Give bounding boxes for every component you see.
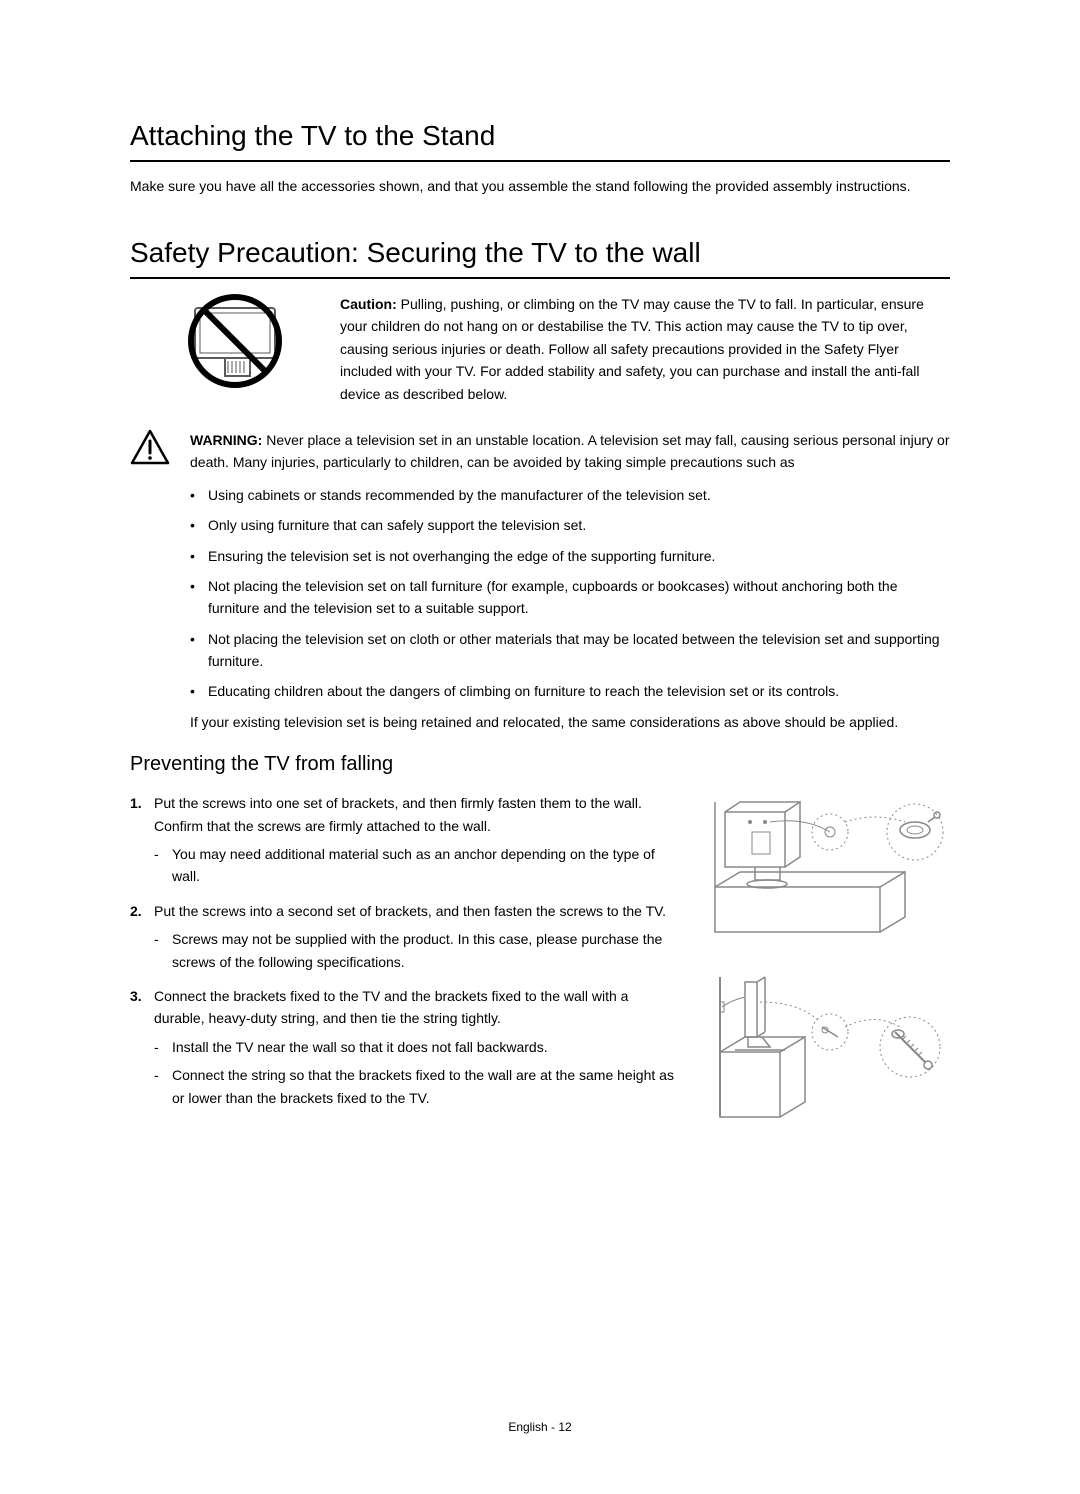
- tv-anchor-diagram-side: [710, 972, 950, 1122]
- caution-label: Caution:: [340, 296, 397, 312]
- steps-col: 1. Put the screws into one set of bracke…: [130, 792, 680, 1152]
- dash: -: [154, 843, 172, 888]
- step-num: 3.: [130, 985, 154, 1109]
- substep: - Install the TV near the wall so that i…: [154, 1036, 680, 1058]
- tv-anchor-diagram-top: [710, 792, 950, 942]
- warning-label: WARNING:: [190, 432, 262, 448]
- step-1: 1. Put the screws into one set of bracke…: [130, 792, 680, 888]
- safety-bullet-list: Using cabinets or stands recommended by …: [190, 484, 950, 703]
- step-text: Put the screws into one set of brackets,…: [154, 795, 642, 833]
- substep-text: Screws may not be supplied with the prod…: [172, 928, 680, 973]
- list-item: Not placing the television set on cloth …: [190, 628, 950, 673]
- list-item: Using cabinets or stands recommended by …: [190, 484, 950, 506]
- dash: -: [154, 1036, 172, 1058]
- list-item: Ensuring the television set is not overh…: [190, 545, 950, 567]
- after-bullets-text: If your existing television set is being…: [190, 711, 950, 733]
- page-footer: English - 12: [508, 1420, 571, 1434]
- no-push-tv-icon: [170, 293, 310, 398]
- section-title-safety: Safety Precaution: Securing the TV to th…: [130, 237, 950, 279]
- intro-text: Make sure you have all the accessories s…: [130, 176, 950, 197]
- substep: - Connect the string so that the bracket…: [154, 1064, 680, 1109]
- substep-text: You may need additional material such as…: [172, 843, 680, 888]
- section-title-attaching: Attaching the TV to the Stand: [130, 120, 950, 162]
- substep: - You may need additional material such …: [154, 843, 680, 888]
- step-text: Put the screws into a second set of brac…: [154, 903, 666, 919]
- list-item: Educating children about the dangers of …: [190, 680, 950, 702]
- warning-body: Never place a television set in an unsta…: [190, 432, 949, 470]
- list-item: Not placing the television set on tall f…: [190, 575, 950, 620]
- dash: -: [154, 1064, 172, 1109]
- step-3: 3. Connect the brackets fixed to the TV …: [130, 985, 680, 1109]
- list-item: Only using furniture that can safely sup…: [190, 514, 950, 536]
- diagrams-col: [710, 792, 950, 1152]
- warning-text: WARNING: Never place a television set in…: [190, 429, 950, 474]
- caution-row: Caution: Pulling, pushing, or climbing o…: [130, 293, 950, 405]
- step-text: Connect the brackets fixed to the TV and…: [154, 988, 628, 1026]
- caution-body: Pulling, pushing, or climbing on the TV …: [340, 296, 924, 402]
- caution-text: Caution: Pulling, pushing, or climbing o…: [340, 293, 950, 405]
- substep-text: Connect the string so that the brackets …: [172, 1064, 680, 1109]
- step-num: 2.: [130, 900, 154, 973]
- dash: -: [154, 928, 172, 973]
- step-num: 1.: [130, 792, 154, 888]
- subsection-title-preventing: Preventing the TV from falling: [130, 753, 950, 776]
- step-2: 2. Put the screws into a second set of b…: [130, 900, 680, 973]
- substep-text: Install the TV near the wall so that it …: [172, 1036, 548, 1058]
- warning-row: WARNING: Never place a television set in…: [130, 429, 950, 474]
- substep: - Screws may not be supplied with the pr…: [154, 928, 680, 973]
- warning-triangle-icon: [130, 429, 170, 474]
- steps-row: 1. Put the screws into one set of bracke…: [130, 792, 950, 1152]
